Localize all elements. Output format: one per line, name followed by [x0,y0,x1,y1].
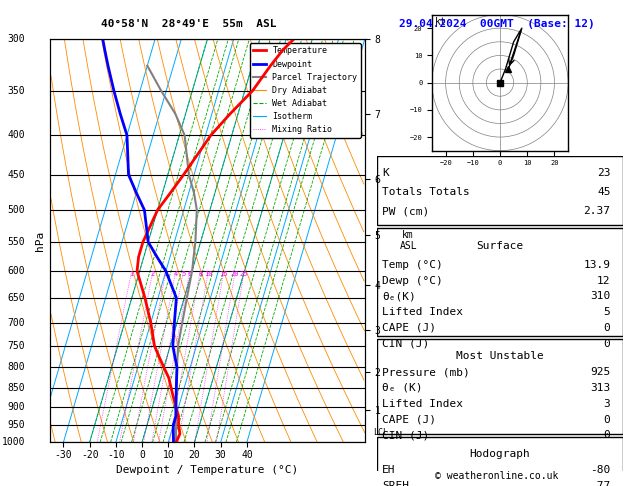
Text: -80: -80 [590,465,611,475]
Text: © weatheronline.co.uk: © weatheronline.co.uk [435,471,559,481]
Text: 15: 15 [220,271,228,277]
Text: CIN (J): CIN (J) [382,431,430,440]
Text: 800: 800 [8,363,25,372]
Text: 450: 450 [8,170,25,180]
Text: 5: 5 [181,271,186,277]
Legend: Temperature, Dewpoint, Parcel Trajectory, Dry Adiabat, Wet Adiabat, Isotherm, Mi: Temperature, Dewpoint, Parcel Trajectory… [250,43,360,138]
Y-axis label: km
ASL: km ASL [399,230,417,251]
Text: 750: 750 [8,341,25,351]
Text: 10: 10 [204,271,213,277]
Text: 40°58'N  28°49'E  55m  ASL: 40°58'N 28°49'E 55m ASL [101,19,277,30]
Text: 600: 600 [8,266,25,276]
Text: 5: 5 [604,307,611,317]
Text: 29.04.2024  00GMT  (Base: 12): 29.04.2024 00GMT (Base: 12) [399,19,595,30]
X-axis label: Dewpoint / Temperature (°C): Dewpoint / Temperature (°C) [116,466,299,475]
Text: θₑ (K): θₑ (K) [382,383,423,393]
Text: 400: 400 [8,130,25,140]
Text: 13.9: 13.9 [584,260,611,270]
Text: Lifted Index: Lifted Index [382,307,464,317]
Text: 2.37: 2.37 [584,206,611,216]
Text: 850: 850 [8,383,25,393]
Bar [377,228,623,335]
Bar [377,339,623,434]
Text: 925: 925 [590,367,611,377]
Text: 0: 0 [604,323,611,333]
Text: Most Unstable: Most Unstable [456,351,544,362]
Text: 3: 3 [164,271,168,277]
Text: Hodograph: Hodograph [470,449,530,459]
Text: kt: kt [435,17,447,27]
Text: 300: 300 [8,34,25,44]
Text: 350: 350 [8,86,25,96]
Bar [377,156,623,225]
Text: 700: 700 [8,318,25,328]
Text: 25: 25 [240,271,248,277]
Text: 313: 313 [590,383,611,393]
Text: 12: 12 [597,276,611,286]
Text: Temp (°C): Temp (°C) [382,260,443,270]
Text: Totals Totals: Totals Totals [382,187,470,197]
Text: LCL: LCL [373,428,388,436]
Text: 20: 20 [231,271,240,277]
Text: 45: 45 [597,187,611,197]
Text: 0: 0 [604,339,611,349]
Text: θₑ(K): θₑ(K) [382,291,416,301]
Text: 1: 1 [130,271,134,277]
Text: Dewp (°C): Dewp (°C) [382,276,443,286]
Text: 500: 500 [8,205,25,215]
Text: 0: 0 [604,415,611,425]
Text: CAPE (J): CAPE (J) [382,415,437,425]
Text: EH: EH [382,465,396,475]
Text: 3: 3 [604,399,611,409]
Text: 950: 950 [8,420,25,430]
Text: 8: 8 [198,271,203,277]
Text: 0: 0 [604,431,611,440]
Text: 650: 650 [8,293,25,303]
Text: 2: 2 [151,271,155,277]
Text: PW (cm): PW (cm) [382,206,430,216]
Text: -77: -77 [590,481,611,486]
Text: SREH: SREH [382,481,409,486]
Text: CIN (J): CIN (J) [382,339,430,349]
Text: 23: 23 [597,168,611,178]
Text: 6: 6 [187,271,192,277]
Text: CAPE (J): CAPE (J) [382,323,437,333]
Text: Surface: Surface [476,241,524,251]
Bar [377,436,623,486]
Text: 4: 4 [174,271,178,277]
Text: K: K [382,168,389,178]
Text: 310: 310 [590,291,611,301]
Text: 1000: 1000 [2,437,25,447]
Text: 550: 550 [8,237,25,247]
Text: Lifted Index: Lifted Index [382,399,464,409]
Text: Pressure (mb): Pressure (mb) [382,367,470,377]
Text: 900: 900 [8,402,25,412]
Y-axis label: hPa: hPa [35,230,45,251]
